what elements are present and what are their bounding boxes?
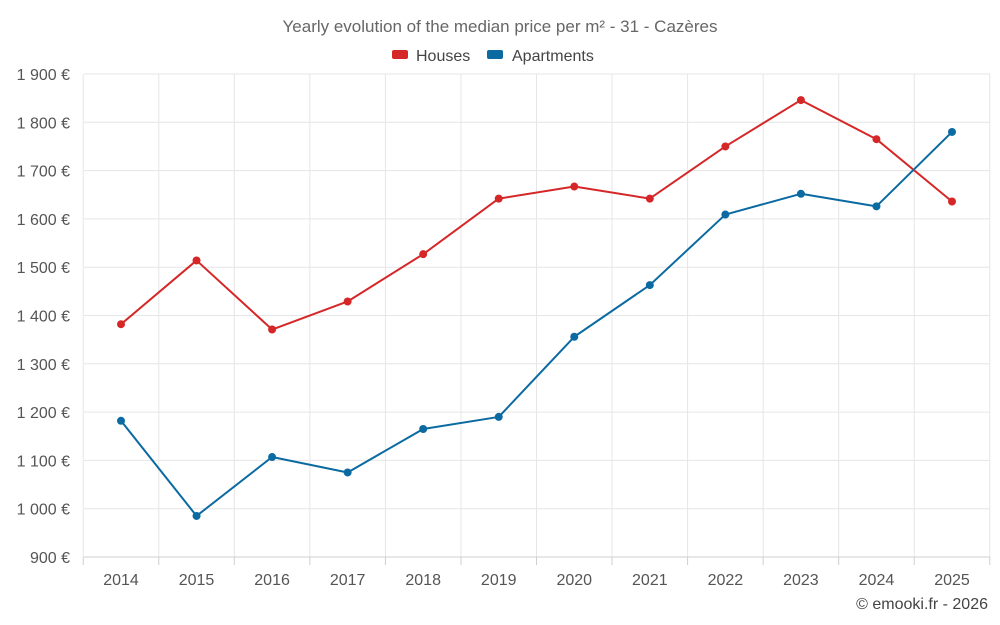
series — [117, 96, 956, 520]
data-point-houses[interactable] — [268, 325, 277, 334]
data-point-apartments[interactable] — [117, 416, 125, 425]
x-tick-label: 2020 — [556, 572, 592, 589]
data-point-apartments[interactable] — [721, 210, 730, 219]
x-tick-label: 2023 — [783, 572, 819, 589]
data-point-apartments[interactable] — [872, 202, 881, 211]
y-tick-label: 1 900 € — [17, 67, 70, 84]
x-tick-label: 2014 — [103, 572, 139, 589]
y-tick-label: 1 800 € — [17, 115, 70, 132]
data-point-houses[interactable] — [117, 320, 125, 329]
data-point-houses[interactable] — [796, 96, 805, 105]
y-tick-label: 1 100 € — [17, 453, 70, 470]
data-point-apartments[interactable] — [419, 425, 428, 434]
x-tick-label: 2022 — [708, 572, 744, 589]
data-point-houses[interactable] — [419, 250, 428, 259]
data-point-houses[interactable] — [721, 142, 730, 151]
legend-item-apartments[interactable]: Apartments — [487, 48, 594, 65]
data-point-apartments[interactable] — [570, 332, 579, 341]
data-point-apartments[interactable] — [645, 281, 654, 290]
y-tick-label: 1 000 € — [17, 502, 70, 519]
x-tick-label: 2025 — [934, 572, 970, 589]
data-point-apartments[interactable] — [948, 127, 956, 136]
data-point-houses[interactable] — [948, 197, 956, 206]
y-tick-label: 1 600 € — [17, 212, 70, 229]
legend-item-houses[interactable]: Houses — [392, 48, 470, 65]
x-tick-label: 2019 — [481, 572, 517, 589]
data-point-houses[interactable] — [645, 194, 654, 203]
x-tick-label: 2015 — [179, 572, 215, 589]
data-point-houses[interactable] — [872, 135, 881, 144]
data-point-apartments[interactable] — [192, 511, 201, 520]
data-point-apartments[interactable] — [268, 453, 277, 462]
x-tick-label: 2016 — [254, 572, 290, 589]
data-point-houses[interactable] — [192, 256, 201, 265]
legend-swatch-houses — [392, 50, 408, 59]
legend: Houses Apartments — [392, 48, 594, 65]
series-apartments — [117, 127, 956, 520]
data-point-apartments[interactable] — [494, 412, 503, 421]
legend-swatch-apartments — [487, 50, 503, 59]
x-tick-label: 2017 — [330, 572, 366, 589]
series-line-houses — [120, 99, 953, 331]
y-tick-label: 900 € — [30, 550, 70, 567]
data-point-houses[interactable] — [570, 182, 579, 191]
x-tick-label: 2021 — [632, 572, 668, 589]
y-tick-label: 1 200 € — [17, 405, 70, 422]
data-point-houses[interactable] — [343, 297, 352, 306]
credit-text: © emooki.fr - 2026 — [856, 596, 988, 613]
legend-label-apartments: Apartments — [512, 48, 594, 65]
legend-label-houses: Houses — [416, 48, 470, 65]
y-tick-label: 1 500 € — [17, 260, 70, 277]
data-point-apartments[interactable] — [796, 189, 805, 198]
x-tick-label: 2018 — [405, 572, 441, 589]
axes: 900 € 1 000 € 1 100 € 1 200 € 1 300 € 1 400 €… — [17, 67, 991, 589]
data-point-houses[interactable] — [494, 194, 503, 203]
grid — [82, 73, 991, 557]
data-point-apartments[interactable] — [343, 468, 352, 477]
series-line-apartments — [120, 131, 953, 517]
chart-title: Yearly evolution of the median price per… — [283, 17, 718, 36]
y-tick-label: 1 300 € — [17, 357, 70, 374]
y-tick-label: 1 700 € — [17, 164, 70, 181]
x-tick-label: 2024 — [859, 572, 895, 589]
y-tick-label: 1 400 € — [17, 309, 70, 326]
series-houses — [117, 96, 956, 334]
